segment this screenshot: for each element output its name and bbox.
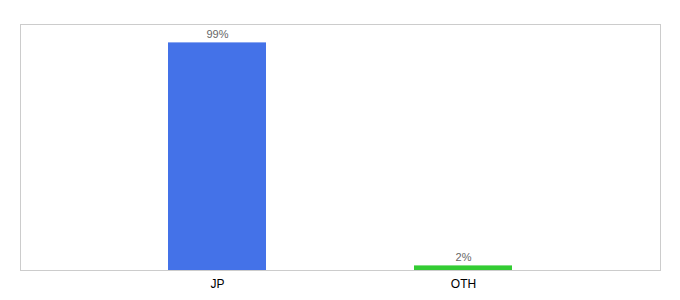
svg-text:99%: 99% (206, 28, 228, 40)
svg-text:OTH: OTH (451, 277, 476, 291)
svg-text:2%: 2% (456, 251, 472, 263)
svg-text:JP: JP (210, 277, 224, 291)
